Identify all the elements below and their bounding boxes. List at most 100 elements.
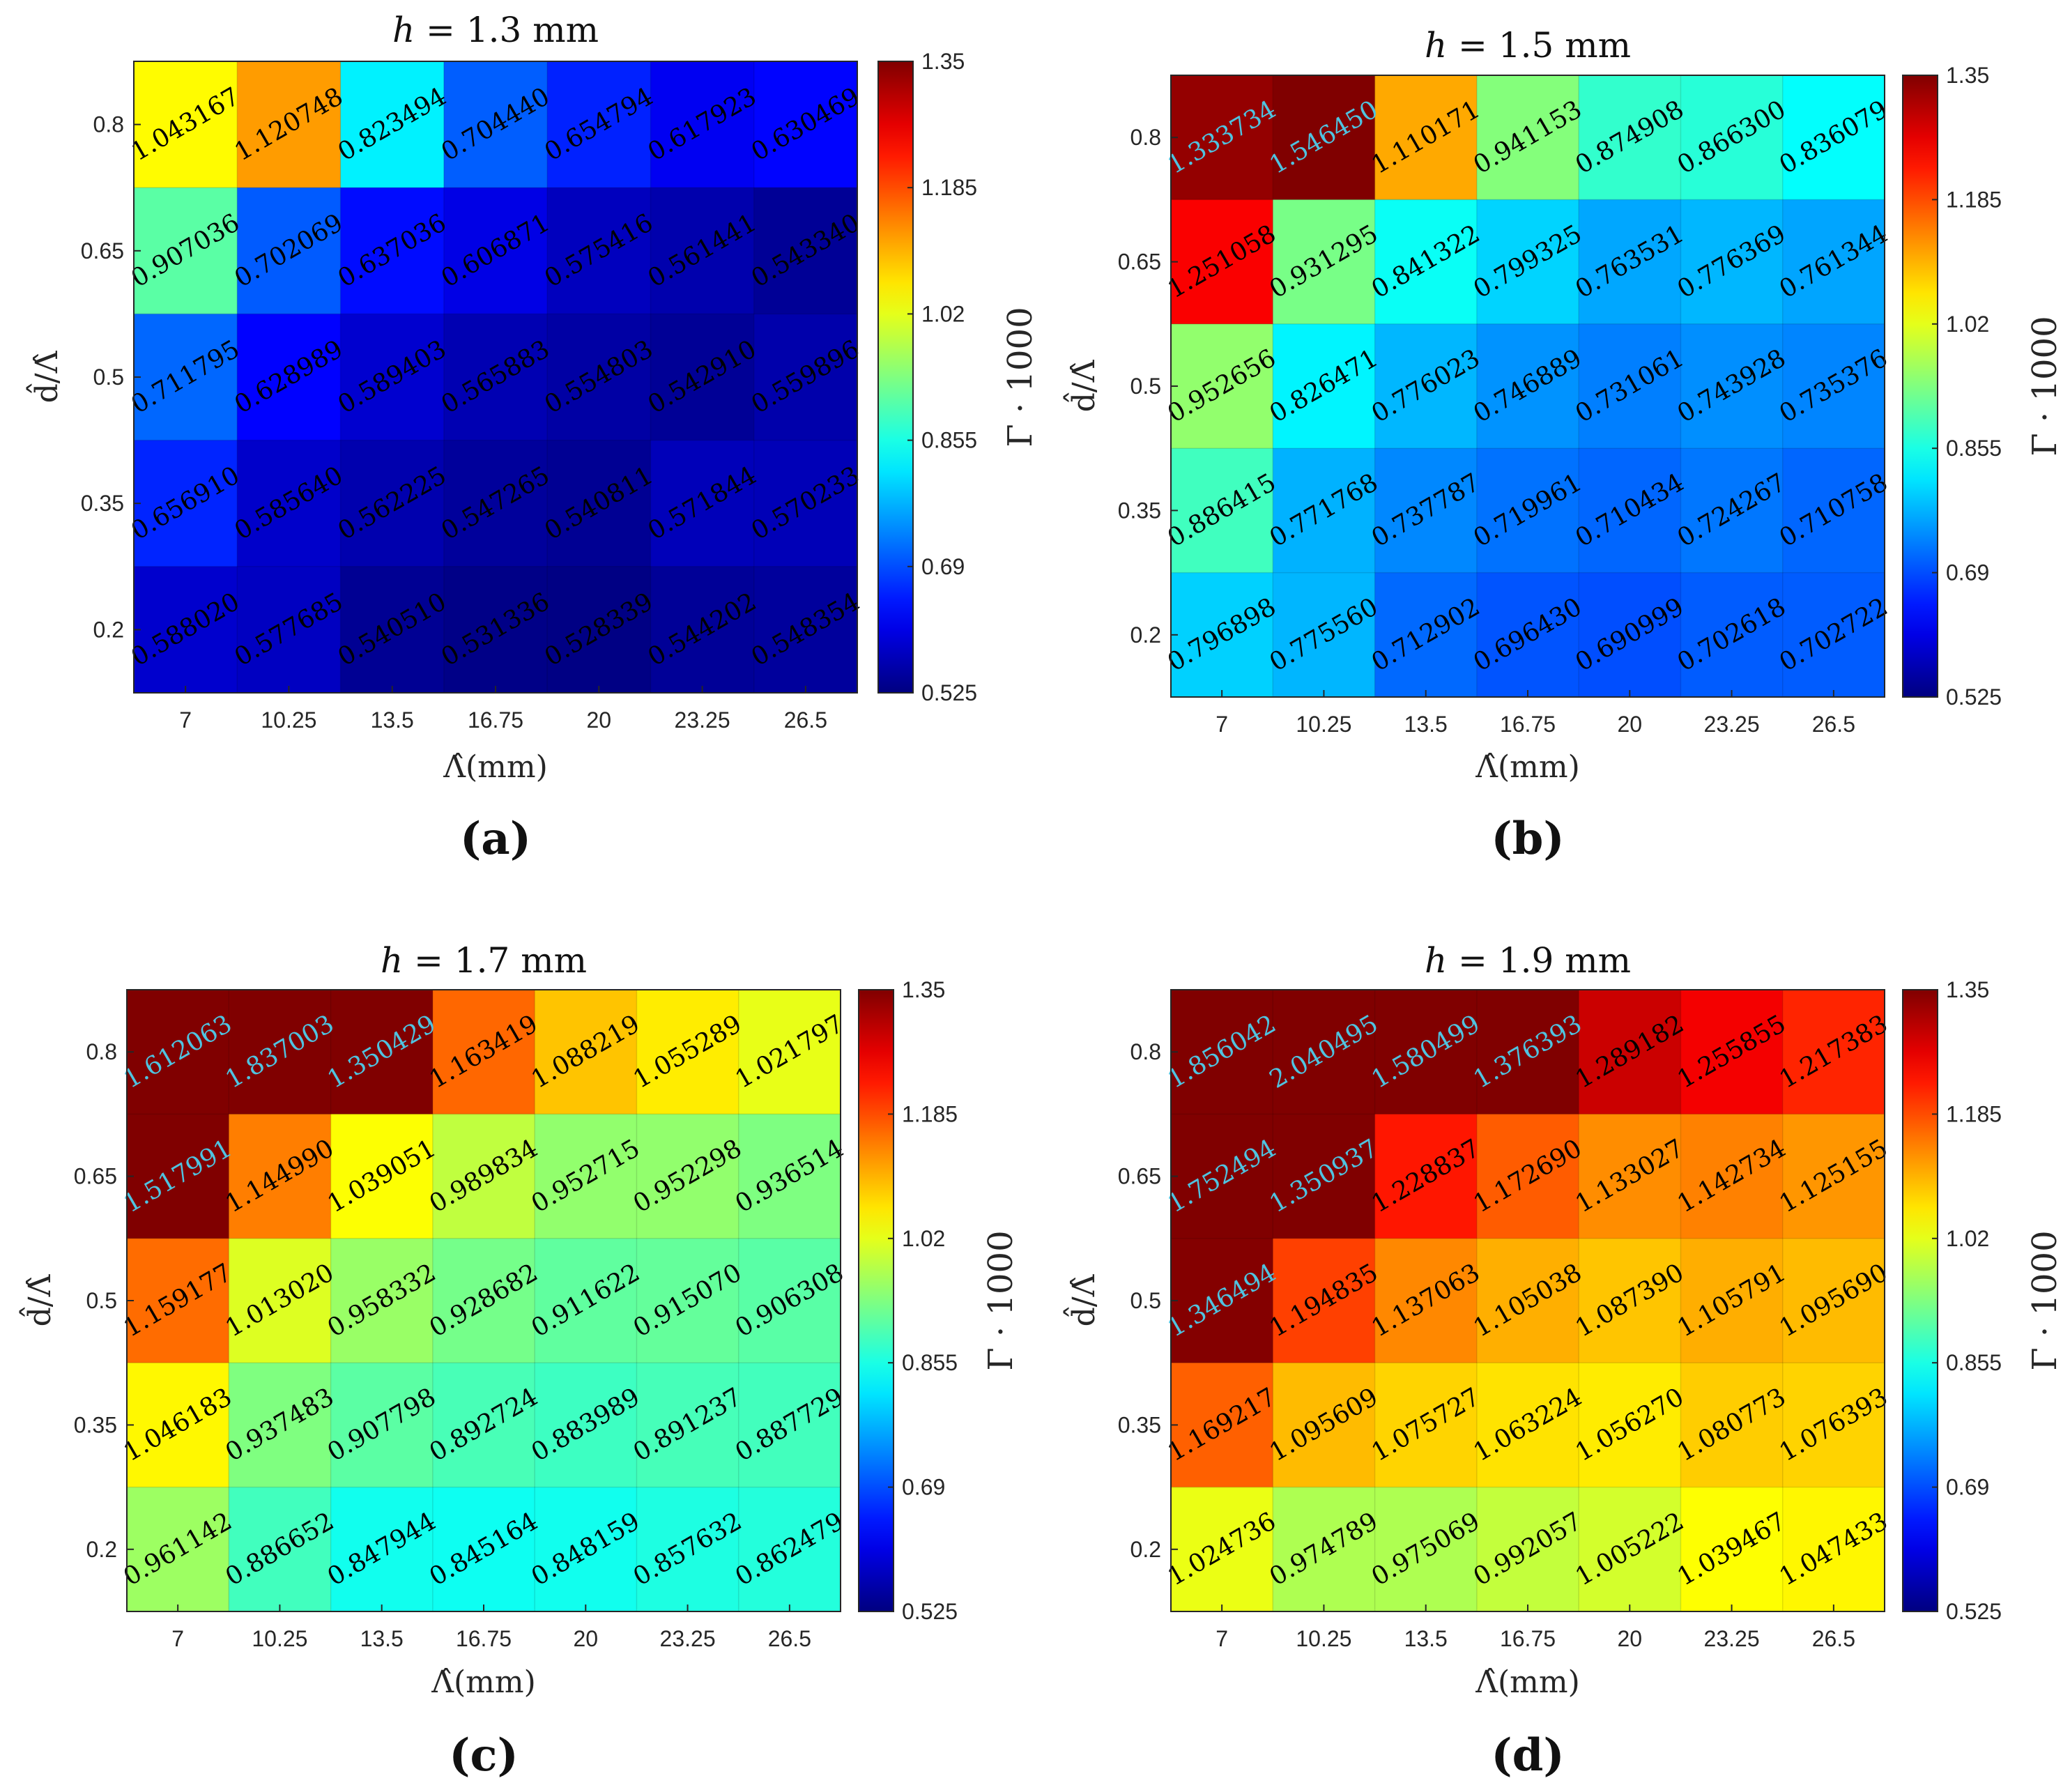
x-tick-label: 26.5	[768, 1626, 811, 1651]
heatmap-cell	[134, 314, 238, 441]
x-tick-label: 20	[573, 1626, 598, 1651]
heatmap-cell	[443, 314, 548, 441]
panel-title-value: = 1.7 mm	[403, 940, 587, 981]
heatmap-cell	[443, 566, 548, 694]
y-tick-label: 0.5	[1130, 1288, 1161, 1313]
y-tick-label: 0.8	[1130, 1039, 1161, 1064]
heatmap-cell	[1782, 199, 1885, 325]
heatmap-cell	[443, 61, 548, 188]
colorbar-label: Γ · 1000	[2025, 1230, 2064, 1370]
heatmap-cell	[1374, 75, 1478, 200]
heatmap-cell	[1171, 75, 1273, 200]
heatmap-cell	[1782, 1238, 1885, 1363]
heatmap-cell	[340, 440, 445, 567]
heatmap-cell	[1476, 323, 1579, 449]
x-tick-label: 10.25	[1296, 1626, 1351, 1651]
heatmap-cell	[229, 1487, 332, 1612]
heatmap-cell	[1273, 75, 1376, 200]
heatmap-cell	[1579, 199, 1682, 325]
colorbar-tick-label: 1.35	[902, 977, 945, 1002]
heatmap-cell	[1476, 199, 1579, 325]
colorbar-tick-label: 0.855	[902, 1350, 958, 1375]
heatmap-cell	[1476, 572, 1579, 698]
heatmap-cell	[1476, 1363, 1579, 1488]
heatmap-panel-2: 1.3337341.5464501.1101710.9411530.874908…	[1061, 25, 2064, 865]
heatmap-cell	[237, 61, 342, 188]
heatmap-cell	[1273, 1114, 1376, 1239]
x-tick-label: 20	[586, 707, 611, 733]
heatmap-cell	[1171, 572, 1273, 698]
heatmap-cell	[1579, 572, 1682, 698]
heatmap-cell	[134, 187, 238, 314]
y-tick-label: 0.35	[1118, 1412, 1161, 1437]
heatmap-cell	[547, 187, 652, 314]
colorbar-tick-label: 1.185	[1946, 1101, 2002, 1126]
panel-label: (b)	[1491, 813, 1564, 865]
y-tick-label: 0.35	[81, 491, 124, 516]
heatmap-cell	[1476, 75, 1579, 200]
x-tick-label: 26.5	[1812, 712, 1855, 737]
heatmap-cell	[237, 187, 342, 314]
panel-title-value: = 1.5 mm	[1447, 25, 1631, 66]
heatmap-cell	[535, 1238, 638, 1363]
heatmap-cell	[650, 187, 755, 314]
heatmap-cell	[1579, 75, 1682, 200]
y-tick-label: 0.2	[1130, 622, 1161, 648]
heatmap-cell	[636, 1487, 739, 1612]
heatmap-cell	[753, 314, 858, 441]
heatmap-cell	[1680, 75, 1784, 200]
y-tick-label: 0.8	[1130, 125, 1161, 150]
heatmap-cell	[237, 566, 342, 694]
heatmap-cell	[1374, 199, 1478, 325]
x-tick-label: 16.75	[468, 707, 523, 733]
heatmap-cell	[1782, 1487, 1885, 1612]
heatmap-cell	[535, 1363, 638, 1488]
heatmap-cell	[1579, 1238, 1682, 1363]
heatmap-cell	[127, 1363, 229, 1488]
heatmap-cell	[650, 440, 755, 567]
x-tick-label: 23.25	[675, 707, 730, 733]
heatmap-cell	[1171, 199, 1273, 325]
heatmap-cell	[1374, 1363, 1478, 1488]
y-axis-label: d̂/Λ̂	[17, 1273, 58, 1326]
heatmap-cell	[432, 1114, 535, 1239]
heatmap-cell	[1579, 1363, 1682, 1488]
heatmap-cell	[134, 566, 238, 694]
heatmap-cell	[340, 566, 445, 694]
heatmap-panel-1: 1.0431671.1207480.8234940.7044400.654794…	[24, 10, 1040, 865]
panel-title: h = 1.7 mm	[381, 940, 587, 981]
heatmap-cell	[340, 187, 445, 314]
panel-title-variable: h	[392, 10, 415, 50]
heatmap-cell	[636, 1363, 739, 1488]
heatmap-cell	[753, 566, 858, 694]
y-tick-label: 0.35	[1118, 498, 1161, 523]
heatmap-cell	[229, 1238, 332, 1363]
heatmap-cell	[1782, 448, 1885, 574]
heatmap-cell	[1782, 75, 1885, 200]
heatmap-cell	[1782, 572, 1885, 698]
colorbar-tick-label: 0.525	[1946, 1599, 2002, 1624]
heatmap-cell	[650, 566, 755, 694]
heatmap-cell	[1476, 1114, 1579, 1239]
x-tick-label: 23.25	[660, 1626, 716, 1651]
heatmap-cell	[1782, 323, 1885, 449]
heatmap-cell	[1273, 448, 1376, 574]
heatmap-cell	[753, 187, 858, 314]
colorbar-tick-label: 0.69	[921, 554, 965, 579]
colorbar-tick-label: 1.02	[921, 301, 965, 326]
panel-title-variable: h	[381, 940, 403, 981]
heatmap-cell	[330, 1363, 434, 1488]
heatmap-cell	[1171, 448, 1273, 574]
colorbar-tick-label: 0.525	[921, 680, 977, 705]
heatmap-cell	[330, 1487, 434, 1612]
colorbar-tick-label: 1.185	[921, 175, 977, 200]
heatmap-cell	[127, 1114, 229, 1239]
x-tick-label: 23.25	[1704, 1626, 1760, 1651]
panel-title-variable: h	[1425, 25, 1447, 66]
heatmap-cell	[330, 1238, 434, 1363]
heatmap-cell	[340, 61, 445, 188]
heatmap-cell	[1680, 1238, 1784, 1363]
heatmap-cell	[547, 314, 652, 441]
x-axis-label: Λ̂(mm)	[431, 1664, 536, 1700]
colorbar-tick-label: 1.35	[921, 49, 965, 74]
